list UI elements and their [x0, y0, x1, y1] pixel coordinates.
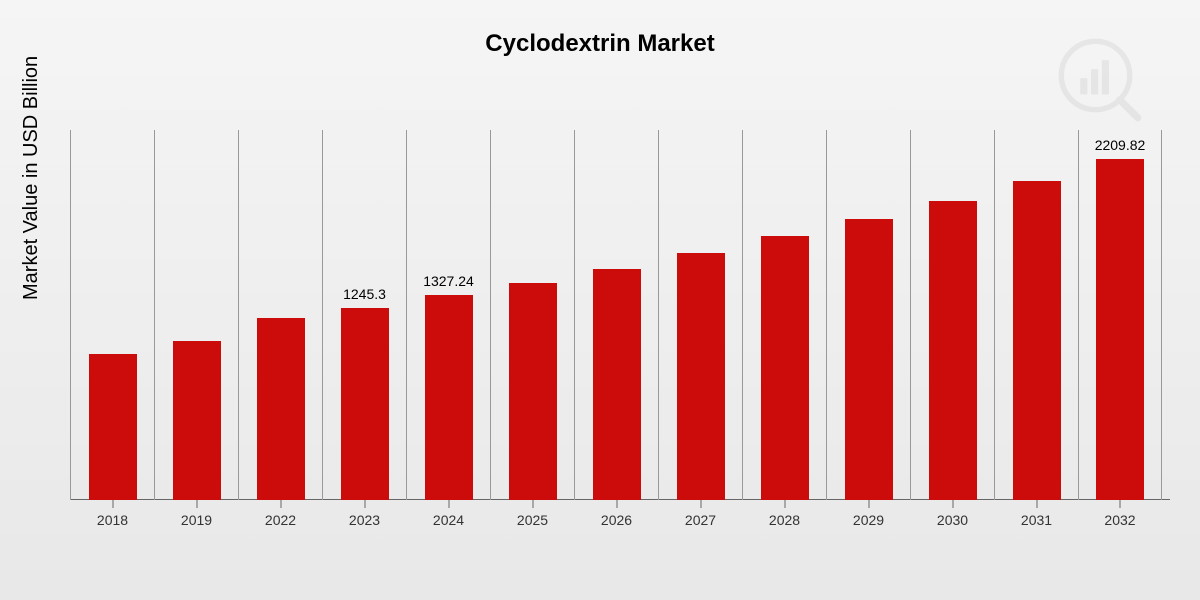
bar	[1013, 181, 1061, 500]
chart-title: Cyclodextrin Market	[0, 0, 1200, 58]
bar	[257, 318, 305, 500]
bar-group: 2018	[70, 130, 154, 500]
x-tick	[364, 500, 365, 508]
x-tick	[616, 500, 617, 508]
bar-group: 2031	[994, 130, 1078, 500]
x-tick	[196, 500, 197, 508]
bar-group: 2019	[154, 130, 238, 500]
x-tick	[1036, 500, 1037, 508]
bar-value-label: 1245.3	[343, 286, 386, 302]
x-tick	[952, 500, 953, 508]
bar	[677, 253, 725, 500]
bar-group: 1327.242024	[406, 130, 490, 500]
bar-group: 2029	[826, 130, 910, 500]
x-axis-category-label: 2019	[181, 512, 212, 528]
bar	[89, 354, 137, 500]
bar	[845, 219, 893, 500]
x-tick	[868, 500, 869, 508]
x-tick	[532, 500, 533, 508]
x-axis-category-label: 2027	[685, 512, 716, 528]
bar-group: 2025	[490, 130, 574, 500]
bar	[425, 295, 473, 500]
bar	[929, 201, 977, 500]
x-axis-category-label: 2025	[517, 512, 548, 528]
bar-group: 2028	[742, 130, 826, 500]
bar-group: 1245.32023	[322, 130, 406, 500]
bar-group: 2026	[574, 130, 658, 500]
bar-group: 2209.822032	[1078, 130, 1162, 500]
bar	[341, 308, 389, 500]
y-axis-label: Market Value in USD Billion	[20, 56, 43, 300]
x-tick	[112, 500, 113, 508]
x-axis-category-label: 2026	[601, 512, 632, 528]
bar	[173, 341, 221, 500]
bar-group: 2022	[238, 130, 322, 500]
bar-group: 2027	[658, 130, 742, 500]
bar-group: 2030	[910, 130, 994, 500]
chart-plot-area: 2018201920221245.320231327.2420242025202…	[70, 130, 1170, 530]
bar	[593, 269, 641, 500]
bar-value-label: 1327.24	[423, 273, 474, 289]
x-tick	[1120, 500, 1121, 508]
x-axis-category-label: 2031	[1021, 512, 1052, 528]
x-tick	[280, 500, 281, 508]
x-tick	[448, 500, 449, 508]
bar	[761, 236, 809, 500]
x-tick	[700, 500, 701, 508]
x-axis-category-label: 2029	[853, 512, 884, 528]
x-tick	[784, 500, 785, 508]
x-axis-category-label: 2018	[97, 512, 128, 528]
bar	[1096, 159, 1144, 500]
x-axis-category-label: 2024	[433, 512, 464, 528]
bar	[509, 283, 557, 500]
x-axis-category-label: 2022	[265, 512, 296, 528]
bar-value-label: 2209.82	[1095, 137, 1146, 153]
x-axis-category-label: 2028	[769, 512, 800, 528]
x-axis-category-label: 2030	[937, 512, 968, 528]
x-axis-category-label: 2032	[1104, 512, 1135, 528]
watermark-logo-icon	[1055, 35, 1145, 125]
x-axis-category-label: 2023	[349, 512, 380, 528]
